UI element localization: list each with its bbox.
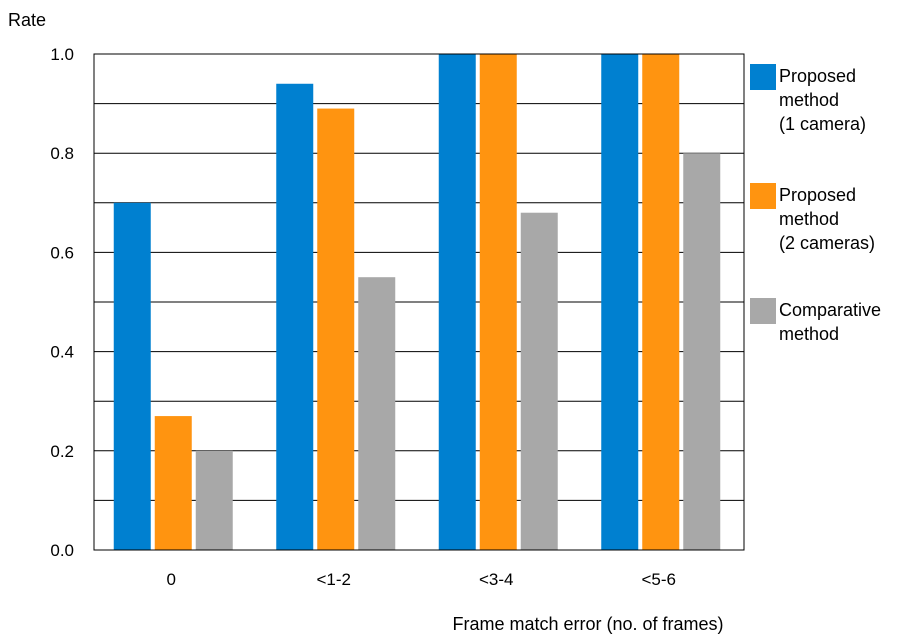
bar	[154, 416, 192, 550]
legend-label: Comparative	[779, 300, 881, 320]
y-tick-label: 0.6	[50, 243, 74, 262]
y-tick-label: 0.0	[50, 541, 74, 560]
x-tick-label: <1-2	[317, 570, 352, 589]
x-tick-labels: 0 <1-2 <3-4 <5-6	[167, 570, 676, 589]
y-tick-label: 1.0	[50, 45, 74, 64]
legend-item: Proposed method (1 camera)	[750, 64, 866, 134]
x-tick-label: <3-4	[479, 570, 514, 589]
legend-item: Proposed method (2 cameras)	[750, 183, 875, 253]
legend-label: Proposed	[779, 66, 856, 86]
legend-swatch	[750, 183, 776, 209]
legend-label: (1 camera)	[779, 114, 866, 134]
legend-item: Comparative method	[750, 298, 881, 344]
legend-swatch	[750, 64, 776, 90]
bar	[276, 83, 314, 550]
plot-area-frame	[93, 53, 745, 551]
y-axis-label: Rate	[8, 10, 46, 30]
bar	[520, 212, 558, 550]
x-tick-label: 0	[167, 570, 176, 589]
bar	[317, 108, 355, 550]
bars	[113, 54, 721, 551]
bar	[601, 54, 639, 550]
legend-label: Proposed	[779, 185, 856, 205]
y-tick-labels: 0.0 0.2 0.4 0.6 0.8 1.0	[50, 45, 74, 560]
legend-label: method	[779, 209, 839, 229]
bar	[113, 202, 151, 551]
bar	[683, 153, 721, 550]
legend: Proposed method (1 camera) Proposed method (2…	[750, 64, 881, 344]
legend-label: method	[779, 90, 839, 110]
bar	[642, 54, 680, 550]
bar	[479, 54, 517, 550]
legend-label: method	[779, 324, 839, 344]
legend-label: (2 cameras)	[779, 233, 875, 253]
bar	[438, 54, 476, 550]
bar	[358, 277, 396, 550]
y-tick-label: 0.4	[50, 343, 74, 362]
y-tick-label: 0.2	[50, 442, 74, 461]
bar	[195, 450, 233, 550]
legend-swatch	[750, 298, 776, 324]
y-tick-label: 0.8	[50, 144, 74, 163]
x-tick-label: <5-6	[642, 570, 677, 589]
x-axis-label: Frame match error (no. of frames)	[452, 614, 723, 634]
